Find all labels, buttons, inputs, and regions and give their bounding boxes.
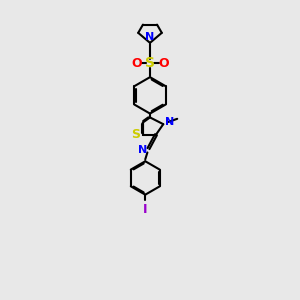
Text: S: S (145, 56, 155, 70)
Text: O: O (158, 57, 169, 70)
Text: O: O (131, 57, 142, 70)
Text: N: N (137, 145, 147, 155)
Text: S: S (131, 128, 140, 141)
Text: I: I (143, 203, 148, 216)
Text: N: N (165, 118, 174, 128)
Text: N: N (146, 32, 154, 42)
